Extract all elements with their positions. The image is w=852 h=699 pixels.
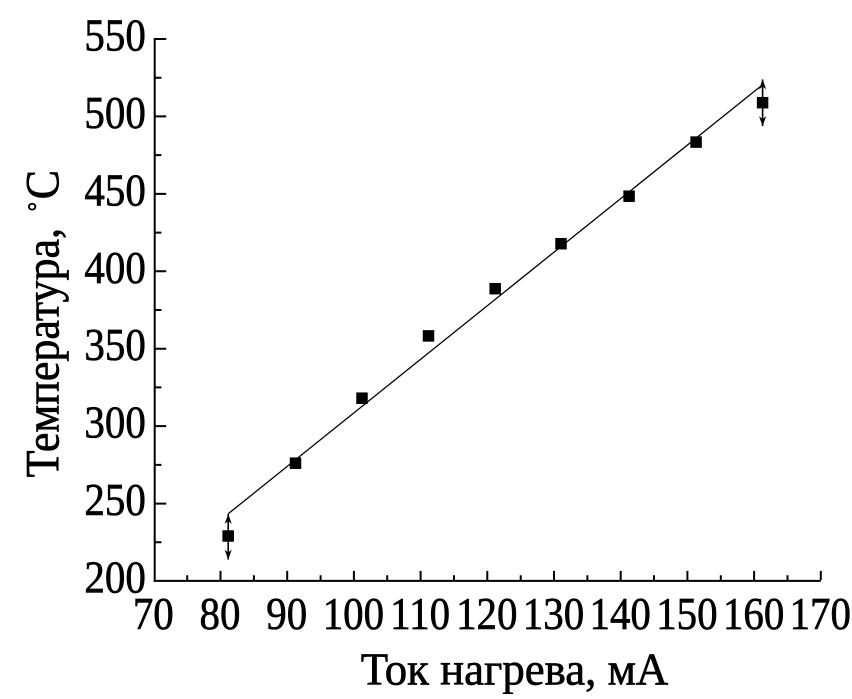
svg-text:130: 130 (523, 590, 584, 639)
svg-text:Температура, °C: Температура, °C (16, 170, 69, 477)
svg-text:170: 170 (790, 590, 851, 639)
svg-text:70: 70 (133, 590, 174, 639)
svg-text:550: 550 (84, 12, 145, 61)
svg-text:80: 80 (200, 590, 241, 639)
svg-text:200: 200 (84, 554, 145, 603)
svg-text:100: 100 (323, 590, 384, 639)
svg-text:Ток нагрева, мА: Ток нагрева, мА (361, 644, 669, 694)
svg-text:150: 150 (656, 590, 717, 639)
svg-text:160: 160 (723, 590, 784, 639)
svg-text:500: 500 (84, 89, 145, 138)
svg-text:120: 120 (456, 590, 517, 639)
svg-text:350: 350 (84, 321, 145, 370)
svg-text:300: 300 (84, 399, 145, 448)
svg-text:110: 110 (390, 590, 450, 639)
svg-text:250: 250 (84, 476, 145, 525)
svg-text:90: 90 (266, 590, 307, 639)
svg-text:450: 450 (84, 167, 145, 216)
svg-text:400: 400 (84, 244, 145, 293)
svg-text:140: 140 (589, 590, 650, 639)
